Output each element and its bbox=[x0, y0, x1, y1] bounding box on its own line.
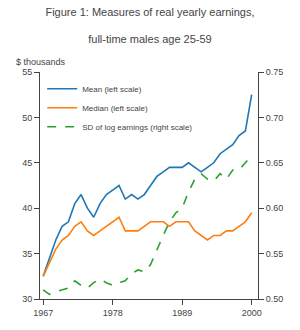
svg-text:2000: 2000 bbox=[242, 308, 262, 318]
svg-text:0.50: 0.50 bbox=[266, 294, 284, 304]
svg-text:Figure 1: Measures of real yea: Figure 1: Measures of real yearly earnin… bbox=[45, 6, 254, 18]
svg-text:full-time males age 25-59: full-time males age 25-59 bbox=[88, 33, 212, 45]
svg-text:0.65: 0.65 bbox=[266, 158, 284, 168]
svg-text:1989: 1989 bbox=[172, 308, 192, 318]
svg-text:$ thousands: $ thousands bbox=[16, 57, 66, 67]
svg-text:Median (left scale): Median (left scale) bbox=[82, 104, 148, 113]
svg-text:Mean (left scale): Mean (left scale) bbox=[82, 85, 141, 94]
svg-text:30: 30 bbox=[22, 294, 32, 304]
svg-text:35: 35 bbox=[22, 249, 32, 259]
svg-text:0.60: 0.60 bbox=[266, 203, 284, 213]
svg-text:SD of log earnings (right scal: SD of log earnings (right scale) bbox=[82, 123, 192, 132]
svg-text:45: 45 bbox=[22, 158, 32, 168]
svg-text:0.55: 0.55 bbox=[266, 249, 284, 259]
svg-text:0.75: 0.75 bbox=[266, 67, 284, 77]
svg-text:50: 50 bbox=[22, 113, 32, 123]
svg-text:40: 40 bbox=[22, 203, 32, 213]
svg-text:1978: 1978 bbox=[103, 308, 123, 318]
svg-text:55: 55 bbox=[22, 67, 32, 77]
svg-text:1967: 1967 bbox=[33, 308, 53, 318]
svg-text:0.70: 0.70 bbox=[266, 113, 284, 123]
